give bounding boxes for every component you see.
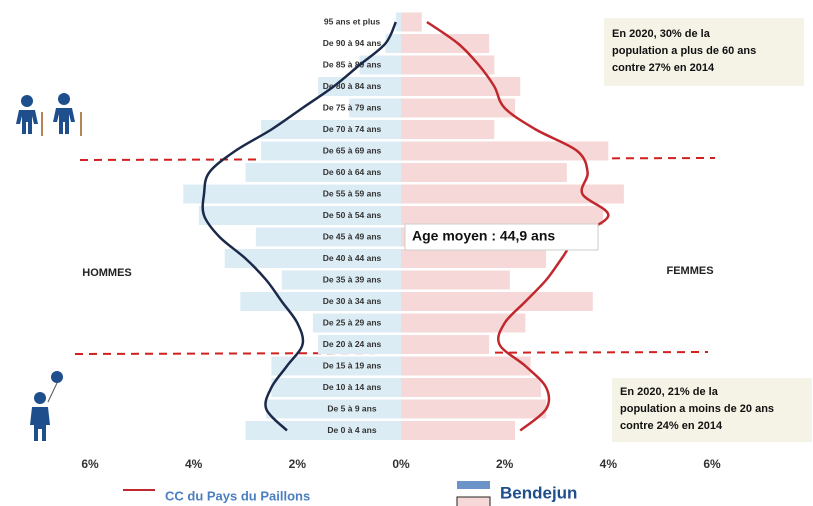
women-bar: [401, 356, 531, 376]
annotation-text: population a moins de 20 ans: [620, 403, 774, 415]
men-bar: [240, 292, 401, 311]
legend-label: CC du Pays du Paillons: [165, 488, 310, 503]
women-bar: [401, 249, 547, 268]
age-label: De 10 à 14 ans: [323, 382, 382, 392]
age-label: De 5 à 9 ans: [327, 403, 376, 413]
age-label: De 15 à 19 ans: [323, 360, 382, 370]
women-bar: [401, 163, 567, 182]
age-label: De 35 à 39 ans: [323, 274, 382, 284]
annotation-text: En 2020, 30% de la: [612, 28, 711, 40]
men-bar: [255, 227, 401, 247]
threshold-20: [74, 351, 709, 355]
women-bar: [401, 12, 422, 32]
age-label: 95 ans et plus: [324, 16, 380, 26]
women-bar: [401, 184, 624, 204]
legend-label: Bendejun: [500, 483, 577, 502]
x-tick-label: 6%: [703, 457, 721, 471]
child-icon: [30, 371, 63, 441]
annotation-box: [604, 18, 804, 86]
men-bar: [271, 378, 401, 397]
annotation-text: En 2020, 21% de la: [620, 386, 719, 398]
women-bar: [401, 335, 490, 354]
women-bar: [401, 270, 510, 290]
women-bar: [401, 55, 495, 75]
men-bar: [312, 313, 401, 333]
age-label: De 60 à 64 ans: [323, 167, 382, 177]
threshold-60: [79, 157, 716, 161]
age-label: De 20 à 24 ans: [323, 339, 382, 349]
men-bar: [245, 163, 401, 182]
men-bar: [261, 120, 401, 139]
age-label: De 30 à 34 ans: [323, 296, 382, 306]
men-bar: [385, 34, 401, 53]
men-bar: [349, 98, 401, 118]
annotation-text: contre 24% en 2014: [620, 420, 723, 432]
men-bar: [261, 141, 401, 161]
men-bar: [266, 399, 401, 419]
age-label: De 25 à 29 ans: [323, 317, 382, 327]
men-bar: [395, 12, 401, 32]
women-bar: [401, 98, 516, 118]
age-label: De 0 à 4 ans: [327, 425, 376, 435]
average-label: Age moyen : 44,9 ans: [412, 228, 555, 244]
age-label: De 85 à 89 ans: [323, 59, 382, 69]
women-bar: [401, 34, 490, 53]
x-tick-label: 4%: [600, 457, 618, 471]
age-label: De 55 à 59 ans: [323, 188, 382, 198]
men-label: HOMMES: [82, 267, 132, 279]
average-box: [404, 223, 599, 251]
women-bar: [401, 313, 526, 333]
annotation-text: contre 27% en 2014: [612, 62, 715, 74]
age-label: De 40 à 44 ans: [323, 253, 382, 263]
women-bar: [401, 399, 547, 419]
men-bar: [281, 270, 401, 290]
women-bar: [401, 120, 495, 139]
women-bar: [401, 378, 541, 397]
men-bar: [318, 335, 401, 354]
age-label: De 75 à 79 ans: [323, 102, 382, 112]
women-bar: [401, 141, 609, 161]
x-tick-label: 6%: [81, 457, 99, 471]
men-bar: [183, 184, 401, 204]
x-tick-label: 0%: [392, 457, 410, 471]
women-label: FEMMES: [666, 265, 713, 277]
men-line: [201, 21, 397, 432]
women-bar: [401, 206, 604, 225]
men-bar: [224, 249, 401, 268]
age-label: De 80 à 84 ans: [323, 81, 382, 91]
legend-swatch: [457, 481, 490, 489]
men-bar: [271, 356, 401, 376]
women-bar: [401, 77, 521, 96]
age-label: De 45 à 49 ans: [323, 231, 382, 241]
x-tick-label: 2%: [289, 457, 307, 471]
men-bar: [198, 206, 401, 225]
men-bar: [245, 421, 401, 440]
age-label: De 65 à 69 ans: [323, 145, 382, 155]
x-tick-label: 2%: [496, 457, 514, 471]
elderly-icon: [16, 93, 82, 136]
women-bar: [401, 292, 593, 311]
legend: CC du Pays du Paillons Bendejun: [123, 481, 577, 506]
age-label: De 50 à 54 ans: [323, 210, 382, 220]
annotation-box: [612, 378, 812, 442]
women-bar: [401, 421, 516, 440]
men-bar: [359, 55, 401, 75]
age-label: De 90 à 94 ans: [323, 38, 382, 48]
age-label: De 70 à 74 ans: [323, 124, 382, 134]
x-tick-label: 4%: [185, 457, 203, 471]
annotation-text: population a plus de 60 ans: [612, 45, 756, 57]
legend-swatch: [456, 496, 491, 506]
